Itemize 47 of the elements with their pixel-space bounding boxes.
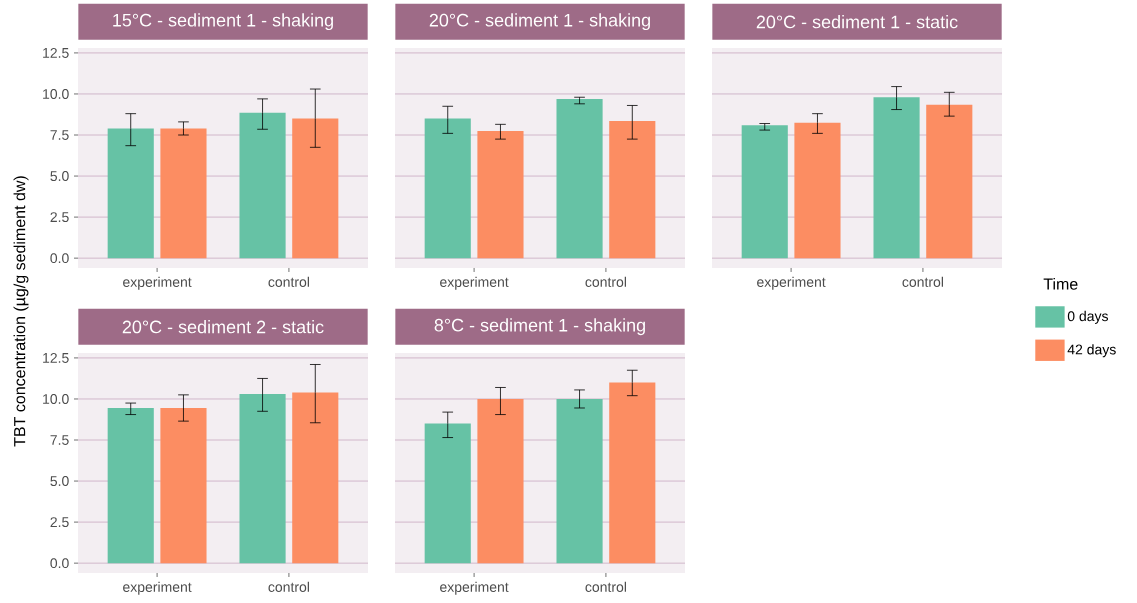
x-tick-label: control <box>585 276 626 287</box>
y-tick-label: 5.0 <box>50 476 69 487</box>
x-tick-label: experiment <box>440 276 509 290</box>
x-tick-label: control <box>268 581 309 592</box>
y-tick-label: 5.0 <box>50 171 69 182</box>
y-tick-label: 2.5 <box>50 517 69 528</box>
y-tick-label: 7.5 <box>50 130 69 140</box>
legend-label: 42 days <box>1067 344 1116 358</box>
bar <box>239 394 286 564</box>
bar <box>292 118 339 259</box>
legend-label: 0 days <box>1067 310 1108 324</box>
chart-title: 20°C - sediment 1 - static <box>756 15 958 29</box>
x-tick-label: experiment <box>440 581 509 595</box>
bar <box>926 104 973 259</box>
y-tick-label: 7.5 <box>50 435 69 445</box>
y-tick-label: 10.0 <box>43 394 69 404</box>
chart-title: 15°C - sediment 1 - shaking <box>113 13 333 31</box>
bar <box>160 128 207 259</box>
chart-title: 20°C - sediment 2 - static <box>122 320 324 334</box>
y-tick-label: 10.0 <box>43 89 69 99</box>
bar <box>873 97 920 259</box>
bar <box>107 128 154 259</box>
bar <box>239 112 286 259</box>
y-tick-label: 2.5 <box>50 212 69 223</box>
bar <box>160 408 207 564</box>
bar <box>477 130 524 259</box>
x-tick-label: control <box>902 276 943 287</box>
y-axis-title: TBT concentration (µg/g sediment dw) <box>13 176 29 447</box>
y-tick-label: 0.0 <box>50 253 69 264</box>
y-tick-label: 12.5 <box>43 47 69 58</box>
bar <box>292 392 339 564</box>
bar <box>107 408 154 564</box>
chart-title: 8°C - sediment 1 - shaking <box>434 318 645 336</box>
x-tick-label: experiment <box>757 276 826 290</box>
bar <box>741 125 788 259</box>
bar <box>424 118 471 259</box>
y-tick-label: 12.5 <box>43 352 69 363</box>
legend-title: Time <box>1043 278 1078 290</box>
y-tick-label: 0.0 <box>50 558 69 569</box>
bar <box>556 98 603 259</box>
x-tick-label: experiment <box>123 276 192 290</box>
bar <box>609 121 656 259</box>
chart-title: 20°C - sediment 1 - shaking <box>429 13 650 31</box>
x-tick-label: experiment <box>123 581 192 595</box>
bar <box>794 122 841 259</box>
x-tick-label: control <box>268 276 309 287</box>
x-tick-label: control <box>585 581 626 592</box>
